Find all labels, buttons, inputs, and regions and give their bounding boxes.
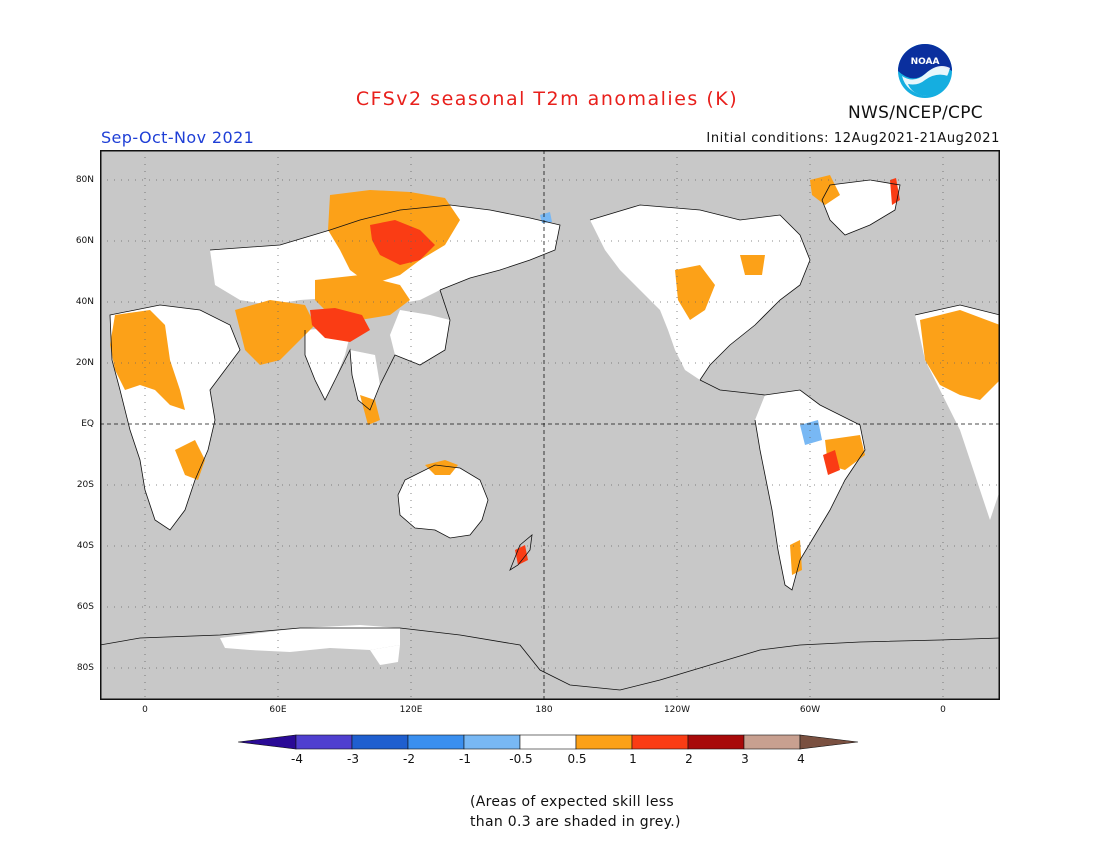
legend-swatch [519,734,577,750]
legend-tick: -0.5 [509,752,533,766]
lon-label: 0 [142,705,148,715]
anomaly-map [100,150,1000,700]
equator-dateline [100,150,1000,700]
warm-anomaly-areas [110,175,1000,575]
lon-label: 60W [799,705,821,715]
lat-label: 20S [76,480,94,490]
lon-label: 120E [399,705,423,715]
lat-label: 60S [76,602,94,612]
legend-swatch [463,734,521,750]
legend-tick: -1 [459,752,471,766]
graticule [100,150,1000,700]
legend-tick: -2 [403,752,415,766]
legend-tick: 0.5 [567,752,587,766]
legend-swatch [407,734,465,750]
legend-swatch [295,734,353,750]
legend-tick: 3 [741,752,749,766]
legend-swatch [237,734,297,750]
legend-swatch [631,734,689,750]
lon-label: 0 [940,705,946,715]
cool-anomaly-areas [540,212,822,445]
lat-label: 40N [75,297,94,307]
skill-note-line1: (Areas of expected skill less [470,794,674,810]
initial-conditions-label: Initial conditions: 12Aug2021-21Aug2021 [706,131,1000,146]
legend-tick: -4 [291,752,303,766]
lat-label: 80S [76,663,94,673]
agency-label: NWS/NCEP/CPC [848,103,983,123]
legend-swatch [575,734,633,750]
noaa-logo-text: NOAA [911,57,940,67]
map-border [100,150,1000,700]
legend-swatch [743,734,801,750]
lon-label: 120W [663,705,691,715]
legend-swatch [351,734,409,750]
lon-label: 180 [535,705,553,715]
skill-note: (Areas of expected skill less than 0.3 a… [470,792,730,832]
noaa-logo: NOAA [894,40,956,102]
color-legend [237,734,862,750]
lat-label: 20N [75,358,94,368]
lat-label: 80N [75,175,94,185]
legend-tick: 4 [797,752,805,766]
coastlines [100,179,1000,691]
lat-label: EQ [81,419,94,429]
legend-swatch [799,734,859,750]
lon-label: 60E [269,705,287,715]
season-label: Sep-Oct-Nov 2021 [101,128,255,147]
legend-swatch [687,734,745,750]
skill-note-line2: than 0.3 are shaded in grey.) [470,814,681,830]
map-title: CFSv2 seasonal T2m anomalies (K) [355,88,739,110]
lat-label: 60N [75,236,94,246]
lat-label: 40S [76,541,94,551]
legend-tick: 2 [685,752,693,766]
legend-tick: 1 [629,752,637,766]
legend-tick: -3 [347,752,359,766]
